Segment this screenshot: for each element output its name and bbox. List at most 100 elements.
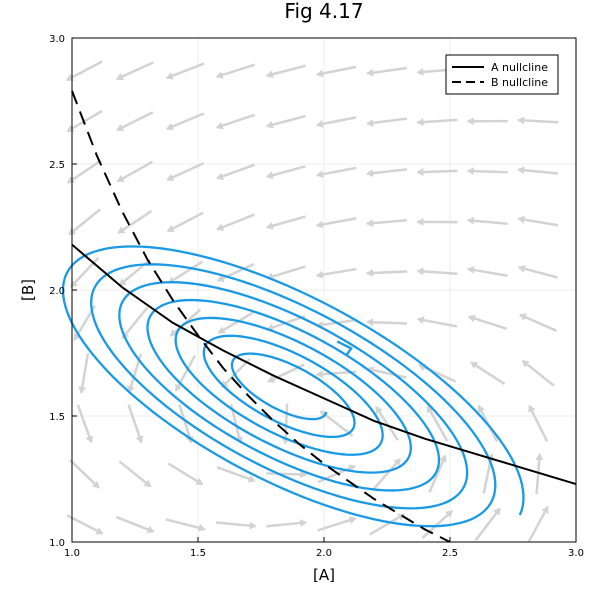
field-arrow <box>66 60 103 82</box>
field-arrow <box>266 265 306 281</box>
field-arrow <box>315 267 357 279</box>
field-arrow <box>215 113 256 130</box>
trajectory <box>61 245 525 528</box>
field-arrow <box>265 64 306 79</box>
field-arrow <box>216 213 255 231</box>
field-arrow <box>220 357 251 389</box>
a-nullcline-line <box>71 243 577 485</box>
field-arrow <box>518 313 558 332</box>
field-arrow <box>416 168 458 177</box>
field-arrow <box>366 66 407 77</box>
field-arrow <box>116 160 154 183</box>
x-tick-label: 3.0 <box>568 548 584 559</box>
field-arrow <box>467 266 508 278</box>
field-arrow <box>466 167 508 176</box>
field-arrow <box>265 165 306 180</box>
y-tick-label: 2.5 <box>49 160 65 171</box>
field-arrow <box>467 314 508 331</box>
field-arrow <box>535 453 544 494</box>
field-arrow <box>470 361 506 386</box>
field-arrow <box>178 404 194 444</box>
field-arrow <box>215 521 257 530</box>
field-arrow <box>216 262 255 282</box>
field-arrow <box>426 405 449 442</box>
field-arrow <box>517 215 559 227</box>
field-arrow <box>66 514 104 535</box>
legend-label-a-nullcline: A nullcline <box>491 61 548 74</box>
y-axis-ticks: 1.0 1.5 2.0 2.5 3.0 <box>49 34 77 549</box>
field-arrow <box>366 366 407 379</box>
field-arrow <box>416 316 458 328</box>
field-arrow <box>517 166 559 175</box>
field-arrow <box>319 410 354 437</box>
vector-field <box>66 60 559 543</box>
field-arrow <box>115 61 154 81</box>
field-arrow <box>117 209 153 234</box>
field-arrow <box>127 404 144 444</box>
field-arrow <box>366 219 408 228</box>
field-arrow <box>116 111 154 132</box>
field-arrow <box>366 268 408 277</box>
x-tick-label: 1.5 <box>190 548 206 559</box>
field-arrow <box>527 505 549 543</box>
x-tick-label: 2.0 <box>316 548 332 559</box>
field-arrow <box>165 518 206 532</box>
field-arrow <box>265 114 306 129</box>
field-arrow <box>217 311 254 334</box>
field-arrow <box>216 465 256 483</box>
y-tick-label: 1.5 <box>49 412 65 423</box>
b-nullcline-line <box>71 90 451 543</box>
trajectory-arrow <box>336 340 353 357</box>
field-arrow <box>474 507 501 542</box>
field-arrow <box>366 117 407 127</box>
field-arrow <box>167 260 203 285</box>
field-arrow <box>67 159 102 184</box>
field-arrow <box>517 264 558 279</box>
field-arrow <box>166 211 204 233</box>
field-arrow <box>366 168 408 178</box>
field-arrow <box>266 215 306 230</box>
x-axis-ticks: 1.0 1.5 2.0 2.5 3.0 <box>64 537 584 559</box>
field-arrow <box>466 216 508 225</box>
field-arrow <box>421 509 454 539</box>
chart-title: Fig 4.17 <box>284 0 363 23</box>
field-arrow <box>281 403 290 445</box>
field-arrow <box>121 306 149 340</box>
y-tick-label: 2.0 <box>49 286 65 297</box>
field-arrow <box>166 162 205 182</box>
legend-label-b-nullcline: B nullcline <box>491 76 548 89</box>
field-arrow <box>366 318 408 327</box>
field-arrow <box>78 353 90 394</box>
x-tick-label: 1.0 <box>64 548 80 559</box>
trajectory-spiral <box>61 245 525 528</box>
legend: A nullcline B nullcline <box>445 54 559 95</box>
field-arrow <box>165 62 205 80</box>
field-arrow <box>372 458 402 490</box>
field-arrow <box>174 354 197 392</box>
field-arrow <box>315 217 357 229</box>
field-arrow <box>521 359 555 387</box>
field-arrow <box>167 462 204 486</box>
field-arrow <box>416 267 458 276</box>
field-arrow <box>315 166 357 179</box>
field-arrow <box>266 470 308 479</box>
y-axis-label: [B] <box>19 279 37 301</box>
field-arrow <box>416 118 458 127</box>
y-tick-label: 3.0 <box>49 34 65 45</box>
field-arrow <box>517 116 559 125</box>
field-arrow <box>115 515 155 534</box>
field-arrow <box>215 63 256 79</box>
nullclines <box>71 90 577 543</box>
field-arrow <box>374 406 400 441</box>
field-arrow <box>76 404 94 444</box>
field-arrow <box>528 404 549 443</box>
field-arrow <box>369 513 406 536</box>
field-arrow <box>166 112 205 131</box>
field-arrow <box>69 459 100 489</box>
field-arrow <box>68 208 101 236</box>
field-arrow <box>216 163 256 181</box>
field-arrow <box>315 116 357 128</box>
legend-box <box>445 54 559 95</box>
field-arrow <box>317 516 357 532</box>
